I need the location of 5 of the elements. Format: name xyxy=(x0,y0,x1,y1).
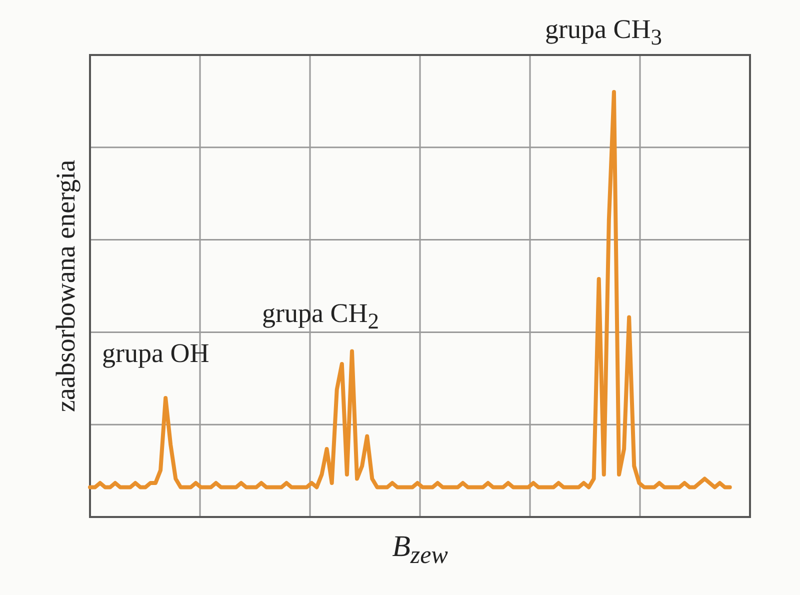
y-axis-title: zaabsorbowana energia xyxy=(50,160,82,412)
annotation: grupa CH$_{2}$ xyxy=(262,298,379,334)
x-axis-title: B$_{zew}$ xyxy=(392,530,448,570)
text: grupa CH$_{3}$ xyxy=(545,14,662,50)
annotation: grupa OH xyxy=(102,338,210,369)
